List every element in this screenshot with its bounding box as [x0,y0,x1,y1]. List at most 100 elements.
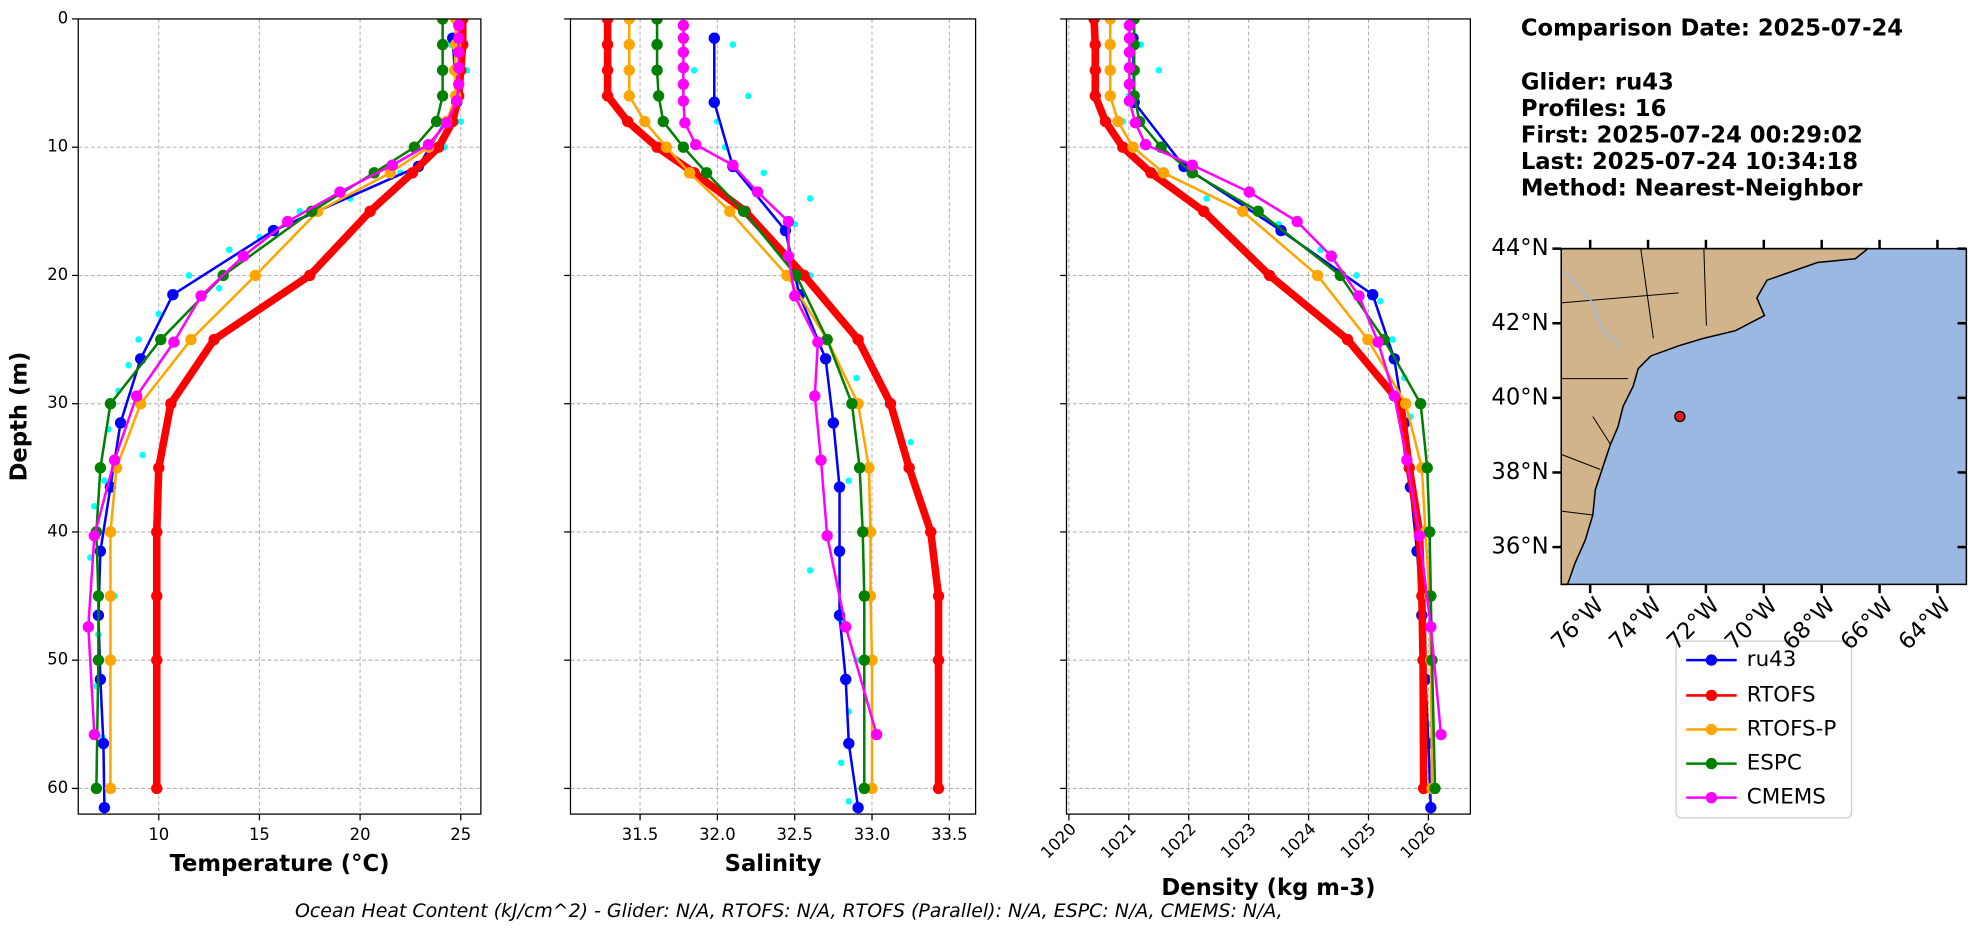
profile-point [1139,138,1152,151]
profile-line [95,18,444,789]
profile-point [1367,289,1379,301]
glider-point [845,477,853,484]
profile-point [677,32,690,44]
profile-point [1353,290,1365,302]
profile-point [833,481,846,493]
profile-point [843,737,855,750]
profile-point [660,141,673,153]
y-tick-label: 40 [47,521,68,540]
profile-line [87,25,460,735]
profile-point [932,590,945,602]
profile-point [1127,141,1139,153]
profile-point [601,38,614,51]
border [1640,248,1654,339]
glider-point [135,336,142,343]
profile-point [151,590,163,602]
profile-point [700,167,713,179]
profile-point [1186,159,1199,171]
profile-point [857,526,869,538]
profile-point [657,115,669,128]
profile-point [92,654,105,666]
profile-point [1123,95,1136,107]
profile-point [677,141,690,153]
glider-point [225,246,233,254]
profile-point [1372,336,1384,348]
plot-area [1088,18,1447,814]
land [1560,247,1871,586]
profile-point [708,96,720,108]
profile-point [90,782,103,795]
profile-point [108,454,121,466]
legend-label: RTOFS-P [1747,717,1837,742]
profile-point [185,333,197,346]
profile-point [737,205,750,217]
profile-point [151,782,163,795]
legend-marker [1705,757,1718,770]
y-tick-label: 0 [58,8,68,27]
profile-point [1426,654,1438,666]
y-tick-label: 40°N [1491,384,1548,410]
plot-area [82,18,471,814]
profile-point [782,215,795,228]
y-tick-label: 10 [47,137,68,156]
profile-point [652,90,665,102]
profile-point [1414,398,1427,410]
x-tick-label: 1022 [1157,819,1200,862]
profile-point [833,545,846,557]
profile-point [1099,115,1112,128]
profile-point [453,19,465,32]
profile-point [840,621,852,633]
profile-point [870,728,883,741]
profile-point [281,215,294,228]
x-tick-label: 74°W [1604,593,1667,656]
legend-label: RTOFS [1747,682,1816,707]
profile-point [104,654,117,666]
profile-point [114,417,127,429]
y-tick-label: 50 [47,650,68,669]
profile-point [815,454,827,466]
profile-line [1131,38,1433,808]
plot-area [601,18,945,814]
profile-point [1129,117,1142,129]
y-tick-label: 20 [47,265,68,284]
profile-point [1425,621,1437,633]
profile-point [677,19,690,32]
info-line: Last: 2025-07-24 10:34:18 [1521,149,1858,175]
border [1561,453,1601,470]
border [1561,510,1593,516]
glider-point [185,272,193,279]
profile-line [603,18,943,789]
legend-label: ESPC [1747,751,1802,776]
profile-point [1104,90,1116,102]
profile-point [1252,205,1264,217]
x-tick-label: 15 [249,825,270,844]
profile-point [1417,782,1430,795]
glider-point [837,759,845,767]
profile-point [1104,64,1116,76]
plot-frame [569,18,977,815]
profile-point [651,141,663,153]
profile-point [436,38,449,51]
profile-point [104,398,117,410]
profile-point [677,78,690,91]
info-line: Glider: ru43 [1521,70,1674,96]
profile-point [622,115,634,128]
profile-point [1088,18,1100,25]
info-line: Comparison Date: 2025-07-24 [1521,15,1903,41]
y-tick-label: 38°N [1491,459,1548,485]
profile-point [1243,186,1255,198]
profile-point [168,336,180,348]
profile-point [436,64,449,76]
profile-point [1423,526,1436,538]
profile-point [167,289,179,301]
profile-point [1236,205,1249,217]
legend-marker [1705,689,1718,702]
profile-point [727,159,739,171]
profile-point [88,728,101,741]
profile-point [677,95,690,107]
profile-point [677,62,690,74]
glider-point [91,503,98,510]
profile-point [208,333,220,346]
profile-point [153,462,165,474]
